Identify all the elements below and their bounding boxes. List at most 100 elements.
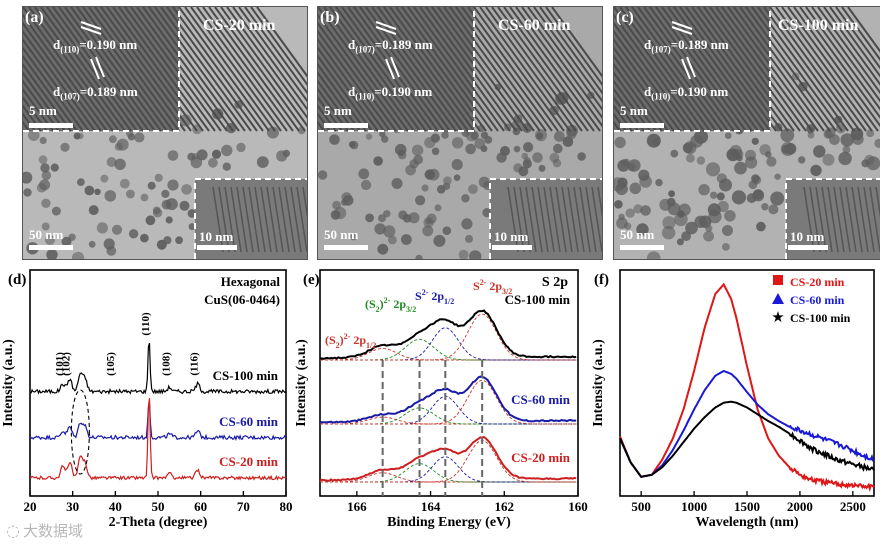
lattice-fringes (23, 7, 307, 132)
nanoparticle (614, 177, 625, 192)
component-label-part: 2- (480, 278, 487, 287)
series-label: CS-100 min (505, 292, 571, 307)
lattice-fringe (154, 7, 246, 132)
x-tick-label: 80 (280, 499, 293, 514)
nanoparticle (685, 221, 698, 235)
zoom-fringe (272, 186, 284, 253)
panel-label: (c) (616, 9, 634, 26)
x-tick-label: 20 (24, 499, 37, 514)
nanoparticle (104, 190, 117, 202)
nanoparticle (431, 147, 440, 156)
zoom-fringe (537, 186, 549, 253)
legend-label: CS-60 min (790, 293, 845, 307)
nanoparticle (469, 250, 482, 259)
nanoparticle (465, 129, 478, 142)
nanoparticle (716, 192, 725, 201)
xps-chart: 166 164 162 160 Binding Energy (eV) Intensity… (294, 269, 588, 530)
zoom-fringe (833, 186, 845, 253)
nanoparticle (383, 225, 396, 238)
lattice-fringe (23, 104, 42, 132)
spacing-symbol: d (348, 84, 356, 99)
nanoparticle (770, 191, 785, 206)
component-label-part: 1/2 (444, 297, 454, 306)
lattice-fringe (318, 63, 367, 132)
zoom-fringe (278, 186, 290, 253)
sample-title: CS-20 min (203, 17, 276, 34)
lattice-fringe (318, 13, 403, 132)
lattice-fringe (23, 96, 48, 132)
nanoparticle (84, 185, 95, 196)
nanoparticle (538, 164, 546, 172)
zoom-fringe (260, 186, 272, 253)
lattice-fringe (226, 7, 307, 119)
nanoparticle-group (23, 80, 306, 259)
lattice-fringe (685, 7, 777, 132)
lattice-fringe (88, 7, 180, 132)
watermark-logo-icon: ◌ (6, 521, 20, 540)
zoom-fringe (248, 186, 260, 253)
nanoparticle (391, 178, 403, 189)
nanoparticle (751, 137, 759, 145)
zoom-scale-bar (492, 245, 532, 250)
lattice-fringe (691, 7, 783, 132)
nanoparticle (181, 184, 192, 195)
tem-image (318, 7, 602, 259)
x-tick-label: 2000 (787, 499, 813, 514)
spacing-symbol: d (644, 37, 652, 52)
nanoparticle (221, 144, 233, 157)
component-label-part: 3/2 (502, 287, 512, 296)
nanoparticle (128, 229, 139, 239)
fit-component (320, 416, 577, 425)
fringe-marker (90, 58, 100, 80)
nanoparticle (734, 161, 747, 175)
lattice-fringe (419, 7, 511, 132)
x-axis-label: Binding Energy (eV) (387, 515, 511, 530)
lattice-fringe (614, 71, 657, 132)
nanoparticle (690, 134, 704, 148)
fit-component (320, 440, 577, 483)
phase-card: CuS(06-0464) (204, 292, 280, 307)
nanoparticle (422, 225, 434, 237)
y-axis-label: Intensity (a.u.) (294, 339, 309, 427)
nanoparticle (745, 149, 756, 161)
spacing-value: =0.190 nm (374, 84, 433, 99)
component-label-part: ) (340, 333, 344, 347)
x-tick-label: 60 (194, 499, 207, 514)
zoom-fringe (242, 186, 254, 253)
tem-panel-a: (a) CS-20 min d(110)=0.190 nm d(107)=0.189 … (22, 6, 308, 260)
lattice-fringe (244, 7, 307, 95)
absorption-series (619, 400, 875, 478)
tem-panel-c: (c) CS-100 min d(107)=0.189 nm d(110)=0.190… (613, 6, 880, 260)
lattice-fringe (614, 87, 645, 132)
main-scale-label: 50 nm (29, 227, 64, 242)
fringe-marker (681, 58, 691, 80)
fringe-marker (80, 21, 102, 30)
lattice-fringe (637, 7, 729, 132)
zoom-fringe (869, 186, 880, 253)
lattice-fringes (318, 7, 602, 132)
lattice-fringe (112, 7, 204, 132)
component-label-part: 3/2 (406, 305, 416, 314)
nanoparticle (813, 145, 826, 158)
tem-panel-b: (b) CS-60 min d(107)=0.189 nm d(110)=0.190 … (317, 6, 603, 260)
nanoparticle (413, 154, 423, 165)
nanoparticle (358, 168, 370, 180)
nanoparticle (614, 200, 623, 209)
nanoparticle (411, 144, 424, 156)
nanoparticle (46, 249, 58, 259)
lattice-fringe (829, 7, 880, 78)
lattice-fringe (202, 7, 294, 132)
main-scale-bar (324, 245, 368, 250)
zoom-fringe (561, 186, 573, 253)
lattice-fringe (100, 7, 192, 132)
nanoparticle (655, 178, 663, 187)
nanoparticle (140, 193, 149, 202)
lattice-fringe (353, 7, 445, 132)
series-label: CS-20 min (219, 454, 279, 469)
lattice-fringe (503, 7, 595, 132)
nanoparticle (167, 179, 179, 191)
nanoparticle (100, 174, 109, 183)
spacing-plane: (110) (651, 91, 671, 102)
zoom-fringe (284, 186, 296, 253)
inset-scale-label: 5 nm (29, 103, 57, 118)
